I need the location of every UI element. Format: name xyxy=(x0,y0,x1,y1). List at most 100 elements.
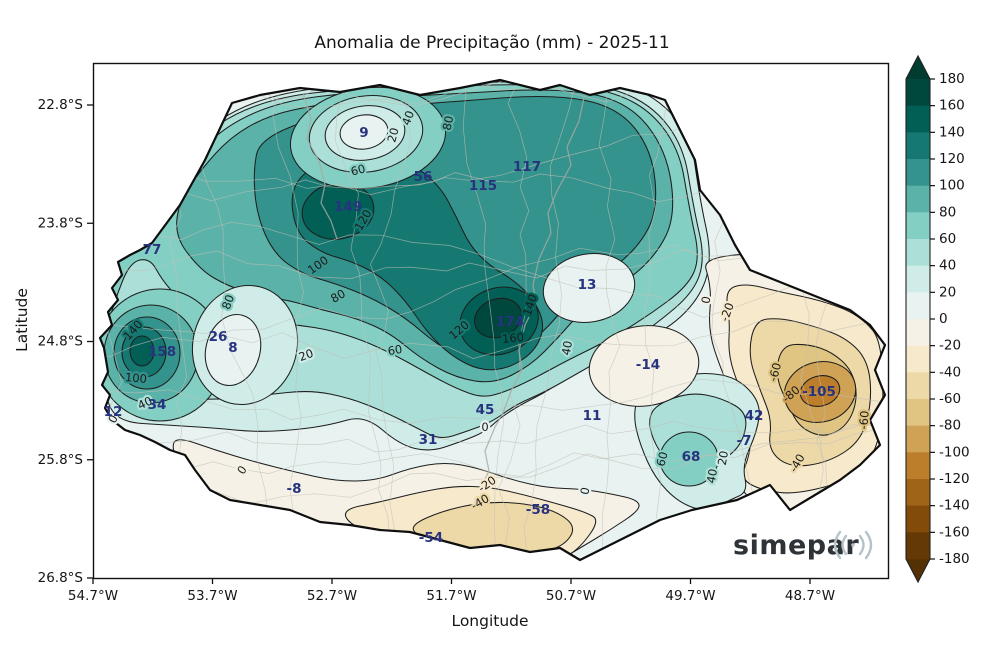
colorbar-tick-label: 40 xyxy=(939,258,956,274)
colorbar-tick-label: -180 xyxy=(939,551,970,567)
station-value: 9 xyxy=(359,125,368,141)
contour-label: 60 xyxy=(349,161,367,178)
colorbar-tick-label: 60 xyxy=(939,231,956,247)
station-value-labels: 9 56 115 117 149 77 13 268 158 174 -14 34 12 45 42 31 11… xyxy=(104,125,836,546)
station-value: -54 xyxy=(419,530,443,546)
station-value: 31 xyxy=(419,432,438,448)
colorbar-band xyxy=(906,479,930,507)
station-value: 12 xyxy=(104,404,123,420)
contour-label: 20 xyxy=(384,126,401,144)
contour-label: 100 xyxy=(124,370,147,386)
station-value: 115 xyxy=(469,178,497,194)
station-value: -58 xyxy=(526,502,550,518)
x-tick-label: 49.7°W xyxy=(665,588,715,604)
contour-label: 20 xyxy=(715,450,731,467)
colorbar-band xyxy=(906,505,930,533)
colorbar-tick-label: 0 xyxy=(939,311,948,327)
x-axis-label: Longitude xyxy=(451,612,529,630)
colorbar-band xyxy=(906,319,930,347)
station-value: -14 xyxy=(636,357,660,373)
y-axis: 22.8°S 23.8°S 24.8°S 25.8°S 26.8°S xyxy=(38,97,93,586)
watermark-text: simepar xyxy=(733,530,859,561)
colorbar-band xyxy=(906,159,930,187)
colorbar-band xyxy=(906,79,930,107)
colorbar-tick-label: -80 xyxy=(939,418,961,434)
colorbar-band xyxy=(906,399,930,427)
contour-label: 60 xyxy=(387,342,404,358)
colorbar-band xyxy=(906,292,930,320)
station-value: 117 xyxy=(513,159,541,175)
contour-band xyxy=(204,314,262,386)
station-value: 77 xyxy=(143,242,162,258)
x-tick-label: 52.7°W xyxy=(307,588,357,604)
station-value: 45 xyxy=(476,402,495,418)
station-value: -8 xyxy=(287,481,302,497)
station-value: 13 xyxy=(578,277,597,293)
colorbar-tick-label: 80 xyxy=(939,204,956,220)
y-tick-label: 23.8°S xyxy=(38,215,83,231)
colorbar-tick-label: -120 xyxy=(939,471,970,487)
station-value: -105 xyxy=(802,384,836,400)
station-value: 42 xyxy=(745,408,764,424)
station-value: 174 xyxy=(496,314,524,330)
colorbar-tick-label: -100 xyxy=(939,444,970,460)
contour-label: 160 xyxy=(501,330,524,346)
watermark-logo: simepar xyxy=(733,530,873,561)
colorbar-band xyxy=(906,132,930,160)
colorbar: 180 160 140 120 100 80 60 40 20 0 -20 -40 -60 -80 -100… xyxy=(905,54,970,584)
x-tick-label: 48.7°W xyxy=(785,588,835,604)
y-tick-label: 26.8°S xyxy=(38,570,83,586)
colorbar-band xyxy=(906,105,930,133)
colorbar-tick-label: 180 xyxy=(939,71,965,87)
x-tick-label: 53.7°W xyxy=(187,588,237,604)
station-value: -7 xyxy=(737,433,752,449)
colorbar-band xyxy=(906,265,930,293)
contour-label: 60 xyxy=(653,450,670,468)
colorbar-band xyxy=(906,239,930,267)
contour-band xyxy=(339,114,389,150)
colorbar-over-arrow xyxy=(906,56,930,79)
signal-icon xyxy=(833,530,873,560)
colorbar-tick-label: -20 xyxy=(939,338,961,354)
y-tick-label: 22.8°S xyxy=(38,97,83,113)
colorbar-band xyxy=(906,425,930,453)
state-border xyxy=(98,78,887,562)
colorbar-tick-label: 20 xyxy=(939,284,956,300)
station-value: 11 xyxy=(583,408,602,424)
station-value: 34 xyxy=(148,397,167,413)
chart-title: Anomalia de Precipitação (mm) - 2025-11 xyxy=(314,33,670,53)
x-tick-label: 54.7°W xyxy=(68,588,118,604)
contour-band xyxy=(474,297,522,339)
colorbar-band xyxy=(906,452,930,480)
station-value: 158 xyxy=(148,344,176,360)
colorbar-tick-label: -40 xyxy=(939,364,961,380)
colorbar-tick-label: 140 xyxy=(939,124,965,140)
colorbar-under-arrow xyxy=(906,559,930,582)
contour-label: 80 xyxy=(440,114,457,131)
station-value: 68 xyxy=(682,449,701,465)
colorbar-tick-label: 100 xyxy=(939,178,965,194)
axes-frame xyxy=(92,62,890,580)
y-tick-label: 24.8°S xyxy=(38,334,83,350)
contour-fills xyxy=(100,80,885,560)
contour-label: 40 xyxy=(704,468,720,485)
contour-label: -60 xyxy=(856,410,872,430)
contour-label: 0 xyxy=(481,420,488,434)
colorbar-band xyxy=(906,372,930,400)
x-tick-label: 51.7°W xyxy=(426,588,476,604)
station-value: 8 xyxy=(228,340,237,356)
contour-label: 40 xyxy=(559,340,575,357)
station-value: 56 xyxy=(414,169,433,185)
colorbar-tick-label: -140 xyxy=(939,498,970,514)
station-value: 26 xyxy=(209,329,228,345)
colorbar-tick-label: -160 xyxy=(939,524,970,540)
station-value: 149 xyxy=(334,199,362,215)
colorbar-band xyxy=(906,532,930,560)
colorbar-band xyxy=(906,212,930,240)
colorbar-tick-label: 160 xyxy=(939,98,965,114)
contour-band xyxy=(129,335,155,367)
y-tick-label: 25.8°S xyxy=(38,452,83,468)
